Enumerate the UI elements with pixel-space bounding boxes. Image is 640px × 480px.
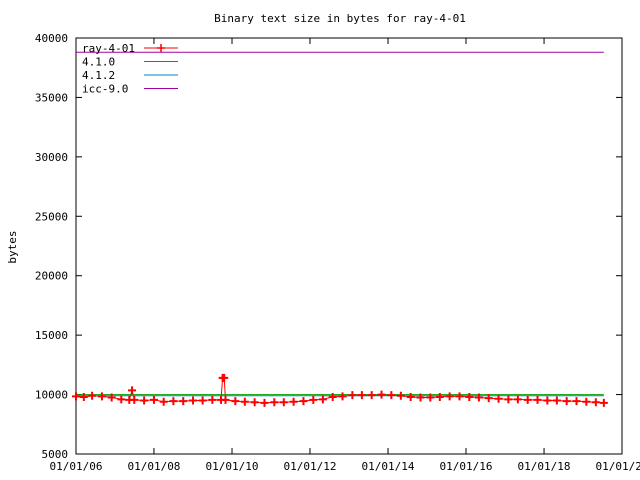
data-point-marker <box>159 397 168 406</box>
data-point-marker <box>552 396 561 405</box>
data-point-marker <box>406 392 415 401</box>
y-tick-label: 5000 <box>42 448 69 461</box>
chart-title: Binary text size in bytes for ray-4-01 <box>214 12 466 25</box>
y-tick-label: 25000 <box>35 210 68 223</box>
data-point-marker <box>513 395 522 404</box>
data-point-marker <box>198 396 207 405</box>
x-tick-label: 01/01/08 <box>127 460 180 473</box>
series-layer <box>72 51 608 407</box>
data-point-marker <box>357 391 366 400</box>
y-tick-label: 35000 <box>35 91 68 104</box>
data-point-marker <box>533 395 542 404</box>
data-point-marker <box>484 394 493 403</box>
data-point-marker <box>543 396 552 405</box>
data-point-marker <box>130 395 139 404</box>
data-point-marker <box>189 396 198 405</box>
data-point-marker <box>128 386 137 395</box>
x-tick-label: 01/01/16 <box>439 460 492 473</box>
data-point-marker <box>149 395 158 404</box>
legend-label: ray-4-01 <box>82 42 135 55</box>
data-point-marker <box>231 397 240 406</box>
data-point-marker <box>582 397 591 406</box>
data-point-marker <box>318 395 327 404</box>
data-point-marker <box>72 392 80 401</box>
x-tick-label: 01/01/12 <box>283 460 336 473</box>
legend-label: 4.1.2 <box>82 69 115 82</box>
data-point-marker <box>599 398 608 407</box>
data-point-marker <box>107 393 116 402</box>
data-point-marker <box>279 398 288 407</box>
data-point-marker <box>445 392 454 401</box>
data-point-marker <box>179 397 188 406</box>
x-tick-label: 01/01/06 <box>50 460 103 473</box>
legend-label: 4.1.0 <box>82 56 115 69</box>
data-point-marker <box>299 397 308 406</box>
data-point-marker <box>97 392 106 401</box>
data-point-marker <box>504 395 513 404</box>
legend-label: icc-9.0 <box>82 83 128 96</box>
y-tick-label: 15000 <box>35 329 68 342</box>
x-tick-label: 01/01/10 <box>206 460 259 473</box>
data-point-marker <box>338 392 347 401</box>
data-point-marker <box>494 394 503 403</box>
data-point-marker <box>474 393 483 402</box>
data-point-marker <box>435 392 444 401</box>
data-point-marker <box>387 391 396 400</box>
data-point-marker <box>562 397 571 406</box>
axes: 5000 10000 15000 20000 25000 30000 35000 40000 0… <box>35 32 640 473</box>
data-point-marker <box>328 392 337 401</box>
data-point-marker <box>220 373 229 382</box>
data-point-marker <box>208 395 217 404</box>
data-point-marker <box>240 397 249 406</box>
data-point-marker <box>221 395 230 404</box>
x-tick-label: 01/01/18 <box>518 460 571 473</box>
data-point-marker <box>260 398 269 407</box>
y-tick-label: 20000 <box>35 270 68 283</box>
y-tick-label: 30000 <box>35 151 68 164</box>
data-point-marker <box>416 393 425 402</box>
data-point-marker <box>250 398 259 407</box>
data-point-marker <box>309 395 318 404</box>
data-point-marker <box>523 395 532 404</box>
plot-area <box>75 37 623 455</box>
data-point-marker <box>367 391 376 400</box>
data-point-marker <box>396 391 405 400</box>
data-point-marker <box>289 397 298 406</box>
data-point-marker <box>348 391 357 400</box>
legend-marker <box>157 44 165 52</box>
data-point-marker <box>591 398 600 407</box>
y-axis-label: bytes <box>6 230 19 263</box>
data-point-marker <box>79 392 88 401</box>
marker-layer <box>72 373 608 407</box>
data-point-marker <box>117 395 126 404</box>
x-tick-label: 01/01/14 <box>362 460 415 473</box>
data-point-marker <box>465 392 474 401</box>
data-point-marker <box>270 398 279 407</box>
data-point-marker <box>455 392 464 401</box>
data-point-marker <box>88 391 97 400</box>
data-point-marker <box>169 397 178 406</box>
data-point-marker <box>140 396 149 405</box>
y-tick-label: 40000 <box>35 32 68 45</box>
x-tick-label: 01/01/20 <box>596 460 640 473</box>
y-tick-label: 10000 <box>35 389 68 402</box>
data-point-marker <box>572 397 581 406</box>
data-point-marker <box>426 393 435 402</box>
data-point-marker <box>377 390 386 399</box>
